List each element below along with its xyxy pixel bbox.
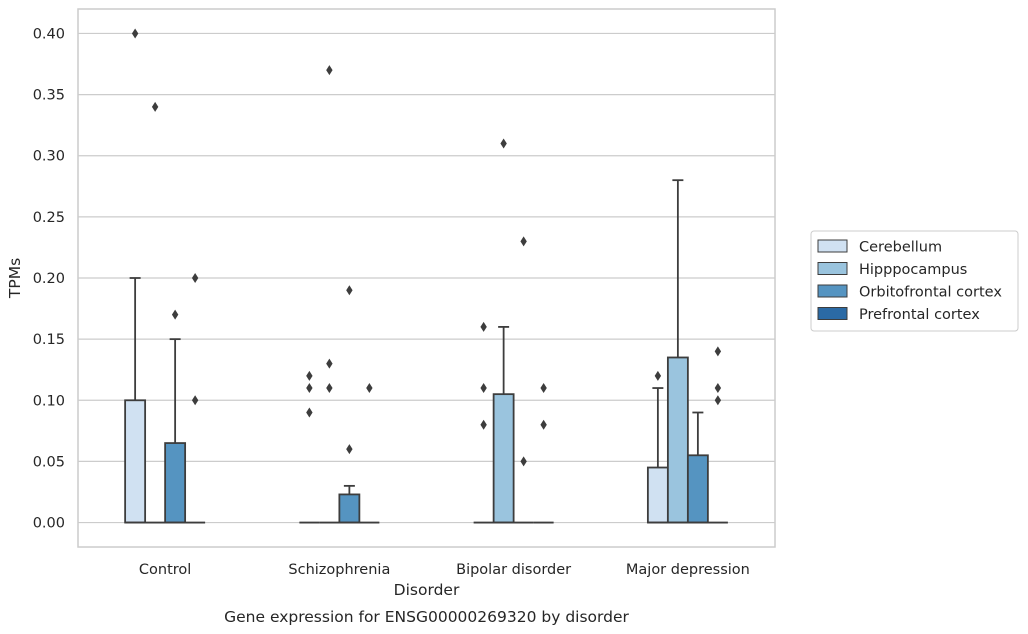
outlier-point [151,101,159,112]
x-axis-label: Disorder [394,581,460,599]
outlier-point [306,370,313,381]
outlier-point [714,395,722,406]
y-tick-label: 0.05 [33,454,65,470]
outlier-point [540,419,547,430]
box-group [145,101,166,524]
legend-swatch [817,262,848,275]
box [492,393,515,524]
y-tick-label: 0.20 [33,271,65,287]
box-group [666,179,689,524]
x-axis-ticks: Control Schizophrenia Bipolar disorder Majo… [139,562,750,578]
box-group [185,273,206,524]
y-tick-label: 0.25 [33,210,65,226]
x-tick-label: Control [139,562,191,578]
box [686,454,709,524]
legend-label: Prefrontal cortex [859,307,980,323]
box [338,493,361,524]
box-group [338,285,361,524]
y-tick-label: 0.00 [33,516,65,532]
box [666,356,689,524]
box-group [513,236,534,524]
legend-swatch [817,284,848,298]
y-axis-ticks: 0.00 0.05 0.10 0.15 0.20 0.25 0.30 0.35 0.40 [33,26,65,531]
box [124,399,147,524]
outlier-point [366,383,373,394]
outlier-point [326,383,333,394]
box-group [646,370,669,524]
x-tick-label: Major depression [626,562,750,578]
box-group [124,28,147,524]
box-group [492,138,515,524]
outlier-point [520,456,527,467]
outlier-point [191,395,199,406]
legend-swatch [817,307,848,320]
outlier-point [654,370,662,381]
outlier-point [480,321,487,332]
y-axis-label: TPMs [6,258,24,299]
outlier-point [540,383,547,394]
box-group [686,411,709,524]
outlier-point [714,383,722,394]
box-group [319,65,340,524]
outlier-point [480,383,487,394]
legend-label: Orbitofrontal cortex [859,285,1002,301]
box-group [533,383,554,524]
y-tick-label: 0.40 [33,26,65,42]
box [646,466,669,524]
box-group [359,383,380,524]
outlier-point [520,236,527,247]
outlier-point [326,358,333,369]
box-group [707,346,728,524]
legend: Cerebellum Hipppocampus Orbitofrontal cort… [810,230,1019,332]
y-tick-label: 0.15 [33,332,65,348]
legend-label: Cerebellum [859,240,942,256]
y-tick-label: 0.35 [33,88,65,104]
box [164,442,187,524]
x-tick-label: Schizophrenia [288,562,390,578]
y-tick-label: 0.10 [33,393,65,409]
plot-area [124,28,728,524]
y-tick-label: 0.30 [33,149,65,165]
outlier-point [346,285,353,296]
outlier-point [326,65,333,76]
chart-caption: Gene expression for ENSG00000269320 by d… [224,608,629,626]
outlier-point [306,383,313,394]
outlier-point [171,309,179,320]
outlier-point [191,273,199,283]
legend-swatch [817,239,848,253]
legend-label: Hipppocampus [859,262,967,278]
box-group [473,321,494,524]
outlier-point [131,28,139,39]
outlier-point [500,138,507,149]
plot-frame [77,8,776,548]
x-tick-label: Bipolar disorder [456,562,571,578]
outlier-point [346,444,353,455]
legend-frame [810,230,1019,332]
outlier-point [480,419,487,430]
outlier-point [306,407,313,418]
box-group [299,370,320,524]
outlier-point [714,346,722,357]
box-group [164,309,187,524]
